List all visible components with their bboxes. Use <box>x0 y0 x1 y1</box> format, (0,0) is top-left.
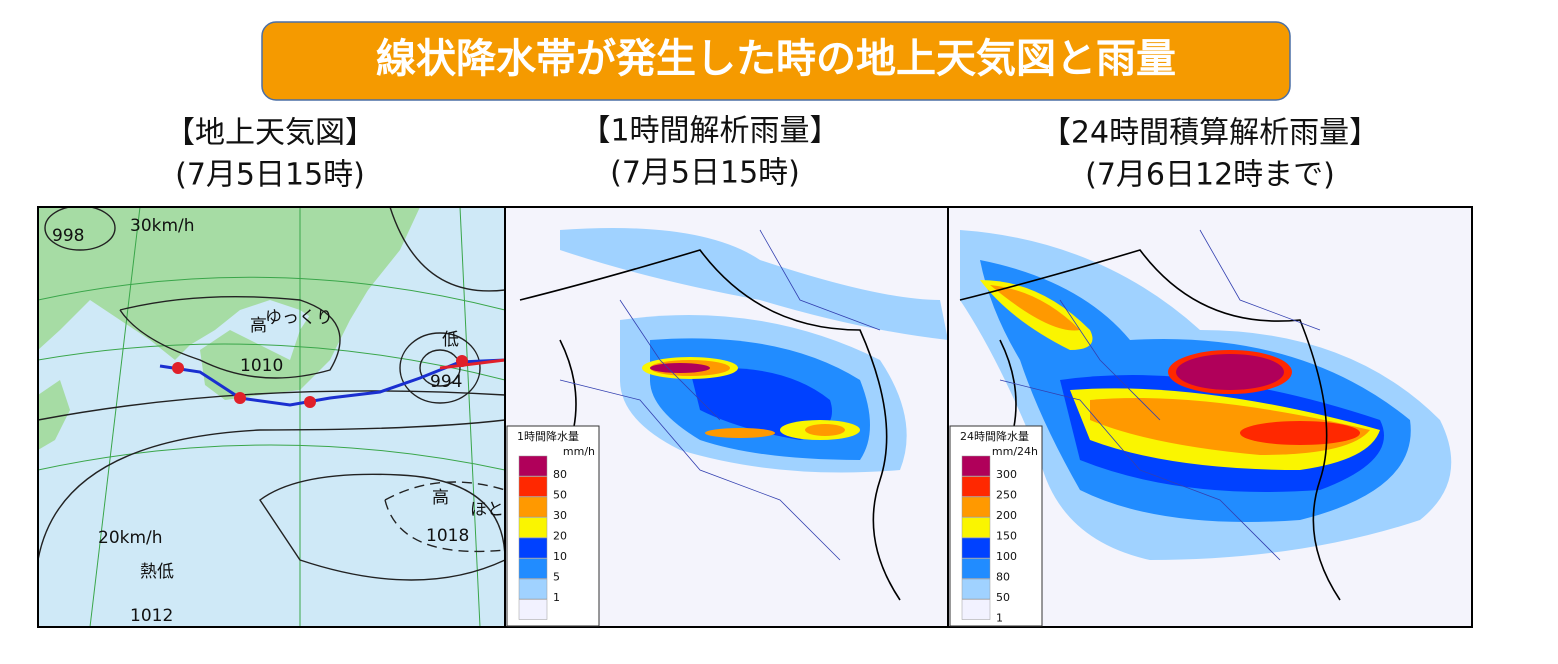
legend-swatch <box>961 537 991 559</box>
legend-label: 50 <box>996 591 1010 604</box>
map-label: 高 <box>250 316 267 336</box>
legend-label: 1 <box>553 591 560 604</box>
legend-label: 50 <box>553 489 567 502</box>
panel-heading: 【24時間積算解析雨量】 <box>1041 116 1379 151</box>
legend-label: 300 <box>996 468 1017 481</box>
map-label: 994 <box>430 372 462 392</box>
map-label: 低 <box>442 330 459 350</box>
panel-heading: 【1時間解析雨量】 <box>580 114 839 149</box>
legend-swatch <box>518 517 548 538</box>
legend-label: 80 <box>996 571 1010 584</box>
legend-swatch <box>961 455 991 477</box>
legend-label: 100 <box>996 550 1017 563</box>
legend-swatch <box>961 476 991 497</box>
rain-map-1h <box>505 207 948 627</box>
map-label: 20km/h <box>98 528 163 548</box>
map-label: 1018 <box>426 526 469 546</box>
legend-swatch <box>961 599 991 620</box>
legend-swatch <box>518 599 548 620</box>
legend-swatch <box>961 496 991 518</box>
legend-title: 24時間降水量 <box>960 429 1029 443</box>
title: 線状降水帯が発生した時の地上天気図と雨量 <box>376 36 1176 82</box>
legend-label: 30 <box>553 509 567 522</box>
legend-swatch <box>518 558 548 579</box>
legend-label: 5 <box>553 571 560 584</box>
map-label: ゆっくり <box>265 308 333 328</box>
panel-subheading: (7月6日12時まで) <box>1085 158 1335 193</box>
legend-label: 150 <box>996 530 1017 543</box>
panel-heading: 【地上天気図】 <box>165 116 375 151</box>
panel-subheading: (7月5日15時) <box>610 156 800 191</box>
legend-label: 20 <box>553 530 567 543</box>
legend-unit: mm/h <box>563 445 595 458</box>
map-label: 998 <box>52 226 84 246</box>
map-label: 30km/h <box>130 216 195 236</box>
legend-swatch <box>518 455 548 477</box>
title-box <box>261 21 1291 101</box>
legend-swatch <box>518 496 548 518</box>
panel-subheading: (7月5日15時) <box>175 158 365 193</box>
legend-swatch <box>961 578 991 600</box>
map-label: 1012 <box>130 606 173 626</box>
legend-label: 10 <box>553 550 567 563</box>
map-label: 熱低 <box>140 562 174 582</box>
legend-swatch <box>961 517 991 538</box>
legend-swatch <box>518 476 548 497</box>
legend-label: 80 <box>553 468 567 481</box>
legend-unit: mm/24h <box>992 445 1038 458</box>
legend-label: 250 <box>996 489 1017 502</box>
legend-swatch <box>518 537 548 559</box>
map-label: 高 <box>432 488 449 508</box>
legend-label: 200 <box>996 509 1017 522</box>
map-label: 1010 <box>240 356 283 376</box>
legend-swatch <box>961 558 991 579</box>
legend-title: 1時間降水量 <box>517 429 579 443</box>
legend-swatch <box>518 578 548 600</box>
weather-map <box>38 207 505 627</box>
legend-label: 1 <box>996 612 1003 625</box>
